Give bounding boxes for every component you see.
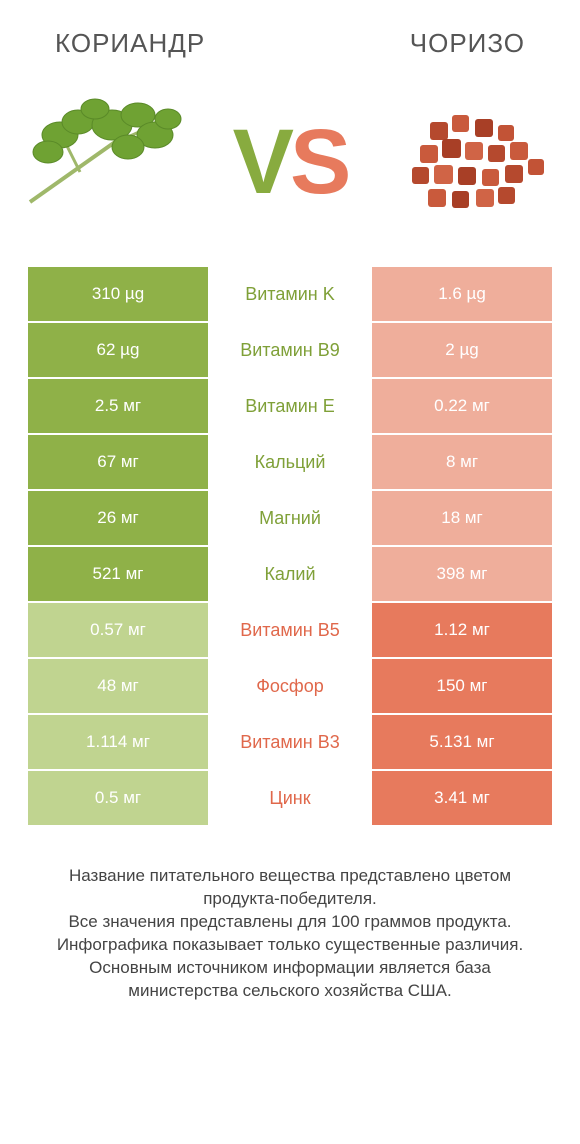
table-row: 2.5 мгВитамин E0.22 мг [28, 379, 552, 433]
table-row: 0.57 мгВитамин B51.12 мг [28, 603, 552, 657]
comparison-table: 310 µgВитамин K1.6 µg62 µgВитамин B92 µg… [0, 267, 580, 825]
vs-label: VS [233, 116, 348, 208]
cell-right-value: 8 мг [372, 435, 552, 489]
cell-left-value: 48 мг [28, 659, 208, 713]
table-row: 67 мгКальций8 мг [28, 435, 552, 489]
footer-line: Основным источником информации является … [34, 957, 546, 1003]
cell-nutrient-label: Цинк [208, 771, 372, 825]
cell-nutrient-label: Витамин B5 [208, 603, 372, 657]
cell-nutrient-label: Калий [208, 547, 372, 601]
footer-line: Название питательного вещества представл… [34, 865, 546, 911]
cell-right-value: 398 мг [372, 547, 552, 601]
table-row: 310 µgВитамин K1.6 µg [28, 267, 552, 321]
cell-right-value: 18 мг [372, 491, 552, 545]
cell-nutrient-label: Кальций [208, 435, 372, 489]
cell-right-value: 3.41 мг [372, 771, 552, 825]
table-row: 62 µgВитамин B92 µg [28, 323, 552, 377]
vs-v: V [233, 111, 290, 213]
title-left: КОРИАНДР [55, 28, 205, 59]
cell-nutrient-label: Витамин B3 [208, 715, 372, 769]
table-row: 48 мгФосфор150 мг [28, 659, 552, 713]
footer-note: Название питательного вещества представл… [0, 827, 580, 1003]
cell-nutrient-label: Фосфор [208, 659, 372, 713]
cell-right-value: 2 µg [372, 323, 552, 377]
cell-left-value: 0.57 мг [28, 603, 208, 657]
cell-right-value: 1.6 µg [372, 267, 552, 321]
cell-left-value: 67 мг [28, 435, 208, 489]
vs-s: S [290, 111, 347, 213]
cell-right-value: 0.22 мг [372, 379, 552, 433]
header: КОРИАНДР ЧОРИЗО [0, 0, 580, 69]
table-row: 521 мгКалий398 мг [28, 547, 552, 601]
cell-nutrient-label: Магний [208, 491, 372, 545]
cell-right-value: 5.131 мг [372, 715, 552, 769]
cell-left-value: 26 мг [28, 491, 208, 545]
cell-right-value: 1.12 мг [372, 603, 552, 657]
cell-left-value: 521 мг [28, 547, 208, 601]
footer-line: Инфографика показывает только существенн… [34, 934, 546, 957]
cell-left-value: 62 µg [28, 323, 208, 377]
cell-right-value: 150 мг [372, 659, 552, 713]
cell-left-value: 310 µg [28, 267, 208, 321]
table-row: 1.114 мгВитамин B35.131 мг [28, 715, 552, 769]
cell-left-value: 1.114 мг [28, 715, 208, 769]
cell-left-value: 2.5 мг [28, 379, 208, 433]
cell-nutrient-label: Витамин K [208, 267, 372, 321]
vs-row: VS [0, 69, 580, 267]
footer-line: Все значения представлены для 100 граммо… [34, 911, 546, 934]
cell-nutrient-label: Витамин B9 [208, 323, 372, 377]
chorizo-image [390, 87, 560, 237]
cell-left-value: 0.5 мг [28, 771, 208, 825]
table-row: 0.5 мгЦинк3.41 мг [28, 771, 552, 825]
cell-nutrient-label: Витамин E [208, 379, 372, 433]
table-row: 26 мгМагний18 мг [28, 491, 552, 545]
title-right: ЧОРИЗО [410, 28, 525, 59]
coriander-image [20, 87, 190, 237]
